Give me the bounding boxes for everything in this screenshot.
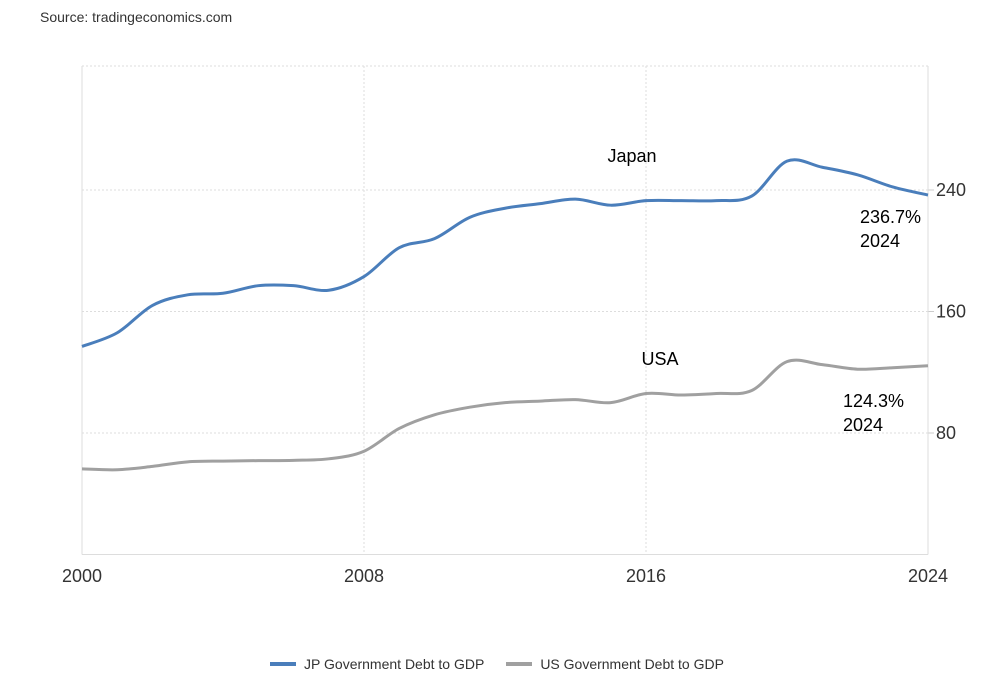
source-text: Source: tradingeconomics.com (40, 9, 233, 25)
series-line-us (81, 358, 929, 472)
end-year-label: 2024 (843, 415, 883, 435)
end-value-label: 236.7% (860, 207, 921, 227)
legend: JP Government Debt to GDP US Government … (0, 656, 994, 672)
legend-item-jp[interactable]: JP Government Debt to GDP (270, 656, 484, 672)
axes (81, 66, 934, 555)
legend-label-jp: JP Government Debt to GDP (304, 656, 485, 672)
series-lines (81, 158, 929, 472)
x-tick-label: 2008 (344, 566, 384, 586)
series-label: USA (641, 349, 678, 369)
x-tick-label: 2024 (908, 566, 948, 586)
y-tick-label: 80 (936, 423, 956, 443)
legend-swatch-jp (270, 662, 297, 666)
y-tick-label: 240 (936, 180, 966, 200)
labels: 80 160 240 2000 2008 2016 2024 Japan 236.7% 2024 U… (62, 146, 966, 586)
series-label: Japan (607, 146, 656, 166)
legend-label-us: US Government Debt to GDP (540, 656, 724, 672)
end-value-label: 124.3% (843, 391, 904, 411)
grid (82, 65, 928, 555)
legend-swatch-us (506, 662, 533, 666)
legend-item-us[interactable]: US Government Debt to GDP (506, 656, 724, 672)
x-tick-label: 2016 (626, 566, 666, 586)
end-year-label: 2024 (860, 231, 900, 251)
series-line-jp (81, 158, 929, 348)
y-tick-label: 160 (936, 302, 966, 322)
x-tick-label: 2000 (62, 566, 102, 586)
